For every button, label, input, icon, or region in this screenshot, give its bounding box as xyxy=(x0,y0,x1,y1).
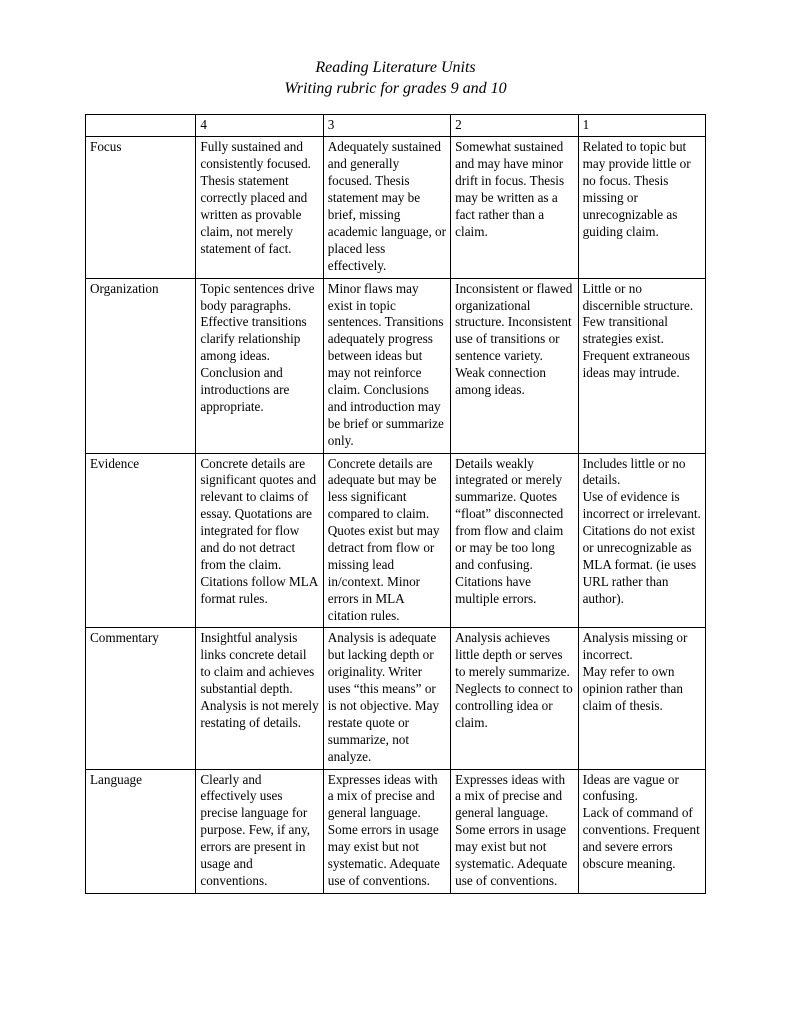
cell: Insightful analysis links concrete detai… xyxy=(196,628,323,769)
table-row: Evidence Concrete details are significan… xyxy=(86,453,706,628)
cell: Topic sentences drive body paragraphs. E… xyxy=(196,278,323,453)
row-label: Commentary xyxy=(86,628,196,769)
header-score-1: 1 xyxy=(578,114,705,137)
cell: Fully sustained and consistently focused… xyxy=(196,137,323,278)
table-row: Language Clearly and effectively uses pr… xyxy=(86,769,706,893)
cell: Minor flaws may exist in topic sentences… xyxy=(323,278,450,453)
page-title: Reading Literature Units Writing rubric … xyxy=(85,58,706,100)
row-label: Organization xyxy=(86,278,196,453)
cell: Little or no discernible structure.Few t… xyxy=(578,278,705,453)
cell: Clearly and effectively uses precise lan… xyxy=(196,769,323,893)
title-line-1: Reading Literature Units xyxy=(315,59,475,76)
cell: Expresses ideas with a mix of precise an… xyxy=(451,769,578,893)
row-label: Focus xyxy=(86,137,196,278)
cell: Includes little or no details.Use of evi… xyxy=(578,453,705,628)
cell: Somewhat sustained and may have minor dr… xyxy=(451,137,578,278)
row-label: Language xyxy=(86,769,196,893)
cell: Concrete details are adequate but may be… xyxy=(323,453,450,628)
header-blank xyxy=(86,114,196,137)
table-row: Organization Topic sentences drive body … xyxy=(86,278,706,453)
cell: Analysis missing or incorrect.May refer … xyxy=(578,628,705,769)
cell: Related to topic but may provide little … xyxy=(578,137,705,278)
cell: Inconsistent or flawed organizational st… xyxy=(451,278,578,453)
cell: Analysis achieves little depth or serves… xyxy=(451,628,578,769)
title-line-2: Writing rubric for grades 9 and 10 xyxy=(284,80,506,97)
cell: Ideas are vague or confusing.Lack of com… xyxy=(578,769,705,893)
row-label: Evidence xyxy=(86,453,196,628)
cell: Analysis is adequate but lacking depth o… xyxy=(323,628,450,769)
cell: Details weakly integrated or merely summ… xyxy=(451,453,578,628)
table-row: Commentary Insightful analysis links con… xyxy=(86,628,706,769)
document-page: Reading Literature Units Writing rubric … xyxy=(0,0,791,1024)
cell: Expresses ideas with a mix of precise an… xyxy=(323,769,450,893)
rubric-table: 4 3 2 1 Focus Fully sustained and consis… xyxy=(85,114,706,894)
cell: Adequately sustained and generally focus… xyxy=(323,137,450,278)
header-score-3: 3 xyxy=(323,114,450,137)
table-header-row: 4 3 2 1 xyxy=(86,114,706,137)
cell: Concrete details are significant quotes … xyxy=(196,453,323,628)
header-score-4: 4 xyxy=(196,114,323,137)
header-score-2: 2 xyxy=(451,114,578,137)
table-row: Focus Fully sustained and consistently f… xyxy=(86,137,706,278)
